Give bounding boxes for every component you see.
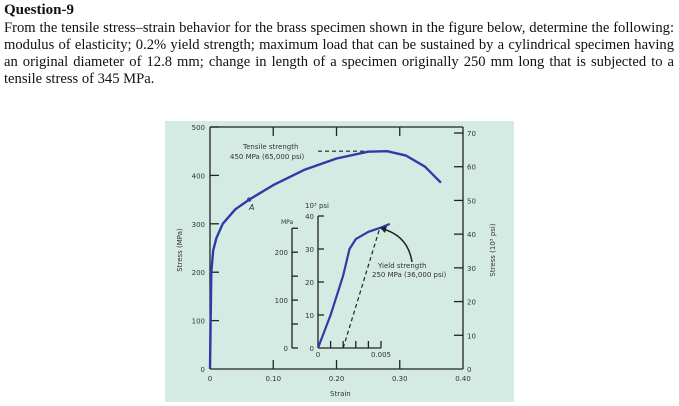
question-title: Question-9 [4, 2, 75, 18]
y-right-tick-label: 60 [467, 164, 476, 172]
y-right-tick-label: 50 [467, 197, 476, 205]
y-right-tick-label: 30 [467, 265, 476, 273]
x-tick-label: 0.40 [455, 375, 471, 383]
inset-mpa-tick-label: 100 [275, 297, 288, 305]
question: Question-9 From the tensile stress–strai… [4, 2, 674, 88]
y-tick-label: 200 [192, 269, 205, 277]
figure-background [165, 121, 514, 402]
inset-ksi-tick-label: 20 [305, 279, 314, 287]
y-tick-label: 300 [192, 221, 205, 229]
y-tick-label: 400 [192, 172, 205, 180]
question-body: From the tensile stress–strain behavior … [4, 20, 674, 87]
tensile-label-1: Tensile strength [242, 143, 298, 151]
y-tick-label: 100 [192, 318, 205, 326]
inset-mpa-label: MPa [281, 219, 294, 226]
x-axis-label: Strain [330, 390, 351, 398]
y-right-tick-label: 0 [467, 366, 471, 374]
yield-arrow [382, 228, 413, 263]
x-tick-label: 0.10 [265, 375, 281, 383]
y-right-tick-label: 10 [467, 332, 476, 340]
inset-ksi-tick-label: 40 [305, 213, 314, 221]
inset-x-tick-label: 0 [316, 351, 320, 359]
x-tick-label: 0 [208, 375, 212, 383]
y-axis-right-label: Stress (10³ psi) [489, 223, 497, 276]
inset-mpa-tick-label: 200 [275, 249, 288, 257]
point-a-marker [247, 197, 252, 202]
stress-strain-curve [208, 150, 442, 370]
yield-arrow-head [380, 226, 387, 233]
y-right-tick-label: 70 [467, 130, 476, 138]
inset-ksi-tick-label: 0 [310, 345, 314, 353]
y-tick-label: 0 [201, 366, 205, 374]
inset-ksi-label: 10³ psi [305, 202, 329, 210]
yield-label-1: Yield strength [377, 262, 426, 270]
yield-label-2: 250 MPa (36,000 psi) [372, 271, 447, 279]
inset-x-tick-label: 0.005 [371, 351, 391, 359]
inset-curve [316, 222, 391, 349]
x-tick-label: 0.20 [329, 375, 345, 383]
x-tick-label: 0.30 [392, 375, 408, 383]
y-tick-label: 500 [192, 124, 205, 132]
tensile-label-2: 450 MPa (65,000 psi) [230, 153, 305, 161]
point-a-label: A [248, 203, 254, 212]
inset-ksi-tick-label: 30 [305, 246, 314, 254]
y-right-tick-label: 20 [467, 299, 476, 307]
y-axis-label: Stress (MPa) [176, 228, 184, 272]
inset-mpa-tick-label: 0 [284, 345, 288, 353]
y-right-tick-label: 40 [467, 231, 476, 239]
inset-ksi-tick-label: 10 [305, 312, 314, 320]
